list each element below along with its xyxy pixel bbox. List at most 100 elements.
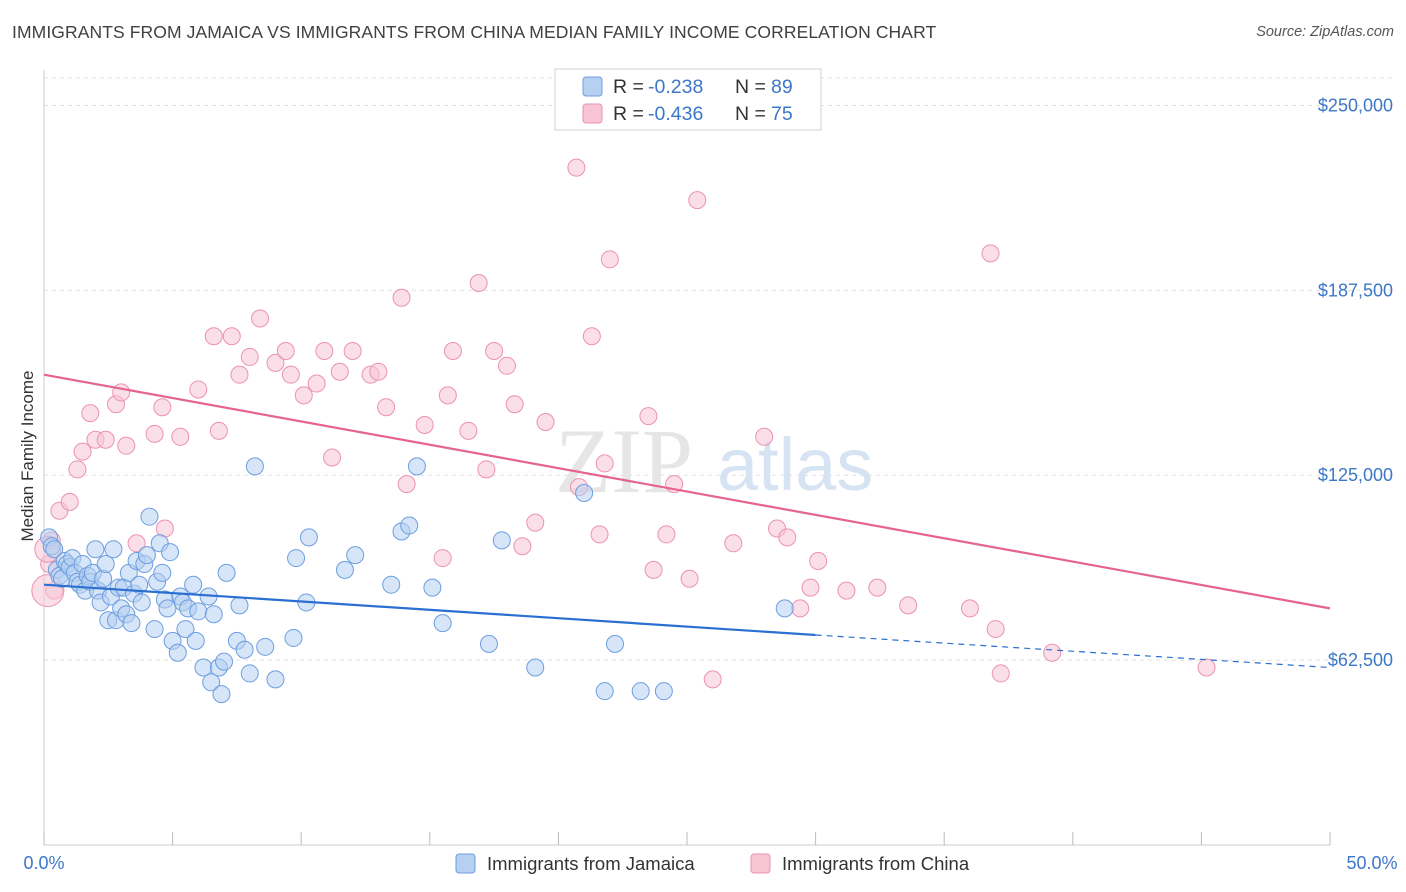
- legend-n-jamaica: 89: [771, 76, 793, 98]
- jamaica-point: [654, 682, 673, 701]
- china-point: [497, 356, 516, 375]
- china-point: [590, 525, 609, 544]
- legend-n-label-china: N =: [735, 103, 766, 125]
- china-point: [986, 620, 1005, 639]
- china-point: [330, 362, 349, 381]
- source-label: Source: ZipAtlas.com: [1256, 24, 1394, 40]
- jamaica-point: [215, 652, 234, 671]
- jamaica-point: [245, 457, 264, 476]
- china-point: [703, 670, 722, 689]
- jamaica-point: [217, 563, 236, 582]
- china-point: [68, 460, 87, 479]
- china-point: [377, 398, 396, 417]
- bottom-legend-swatch-china: [750, 853, 771, 874]
- legend-box: R = -0.238 N = 89 R = -0.436 N = 75: [554, 68, 822, 131]
- jamaica-point: [526, 658, 545, 677]
- jamaica-point: [492, 531, 511, 550]
- china-point: [127, 534, 146, 553]
- jamaica-point: [284, 628, 303, 647]
- legend-r-label-jamaica: R =: [613, 76, 644, 98]
- jamaica-point: [266, 670, 285, 689]
- jamaica-point: [168, 643, 187, 662]
- china-point: [276, 342, 295, 361]
- jamaica-point: [132, 593, 151, 612]
- y-tick-label: $187,500: [1318, 280, 1393, 300]
- china-trend-line: [43, 373, 1331, 610]
- x-tick-label-max: 50.0%: [1346, 853, 1397, 873]
- jamaica-point: [400, 516, 419, 535]
- legend-swatch-china: [582, 103, 603, 124]
- x-tick-label-min: 0.0%: [23, 853, 64, 873]
- china-point: [171, 427, 190, 446]
- china-point: [899, 596, 918, 615]
- legend-n-china: 75: [771, 103, 793, 125]
- china-point: [981, 244, 1000, 263]
- china-point: [1043, 643, 1062, 662]
- jamaica-point: [230, 596, 249, 615]
- legend-n-label-jamaica: N =: [735, 76, 766, 98]
- china-point: [266, 353, 285, 372]
- legend-swatch-jamaica: [582, 76, 603, 97]
- jamaica-point: [202, 673, 221, 692]
- china-point: [204, 327, 223, 346]
- china-point: [392, 288, 411, 307]
- china-point: [73, 442, 92, 461]
- jamaica-point: [130, 575, 149, 594]
- china-point: [96, 430, 115, 449]
- jamaica-trend-line-extrapolated: [815, 634, 1331, 669]
- china-point: [81, 404, 100, 423]
- series-china-points: [31, 158, 1216, 689]
- jamaica-point: [631, 682, 650, 701]
- china-point: [868, 578, 887, 597]
- legend-r-label-china: R =: [613, 103, 644, 125]
- jamaica-point: [346, 546, 365, 565]
- jamaica-point: [45, 540, 64, 559]
- china-point: [485, 342, 504, 361]
- jamaica-point: [407, 457, 426, 476]
- jamaica-point: [335, 560, 354, 579]
- jamaica-point: [194, 658, 213, 677]
- jamaica-point: [186, 631, 205, 650]
- y-tick-label: $62,500: [1328, 650, 1393, 670]
- jamaica-point: [479, 634, 498, 653]
- china-point: [153, 398, 172, 417]
- china-point: [230, 365, 249, 384]
- china-point: [600, 250, 619, 269]
- china-point: [837, 581, 856, 600]
- jamaica-point: [86, 540, 105, 559]
- jamaica-point: [287, 549, 306, 568]
- china-point: [369, 362, 388, 381]
- jamaica-point: [104, 540, 123, 559]
- series-jamaica-points: [40, 457, 794, 704]
- china-point: [315, 342, 334, 361]
- china-point: [595, 454, 614, 473]
- china-point: [657, 525, 676, 544]
- jamaica-point: [212, 685, 231, 704]
- watermark: ZIP atlas: [555, 410, 873, 512]
- china-point: [438, 386, 457, 405]
- jamaica-point: [605, 634, 624, 653]
- china-point: [397, 475, 416, 494]
- china-point: [809, 552, 828, 571]
- china-point: [567, 158, 586, 177]
- china-point: [60, 492, 79, 511]
- china-point: [688, 191, 707, 210]
- china-point: [639, 407, 658, 426]
- jamaica-point: [140, 507, 159, 526]
- y-tick-label: $125,000: [1318, 465, 1393, 485]
- china-point: [294, 386, 313, 405]
- y-tick-labels: $62,500 $125,000 $187,500 $250,000: [1318, 95, 1393, 670]
- china-point: [755, 427, 774, 446]
- legend-r-china: -0.436: [648, 103, 703, 125]
- china-point: [1197, 658, 1216, 677]
- china-point: [433, 549, 452, 568]
- jamaica-point: [137, 546, 156, 565]
- bottom-legend-jamaica: Immigrants from Jamaica: [487, 853, 695, 874]
- legend-r-jamaica: -0.238: [648, 76, 703, 98]
- jamaica-trend-line: [43, 583, 816, 637]
- bottom-legend-china: Immigrants from China: [782, 853, 970, 874]
- china-point: [281, 365, 300, 384]
- china-point: [459, 421, 478, 440]
- china-point: [477, 460, 496, 479]
